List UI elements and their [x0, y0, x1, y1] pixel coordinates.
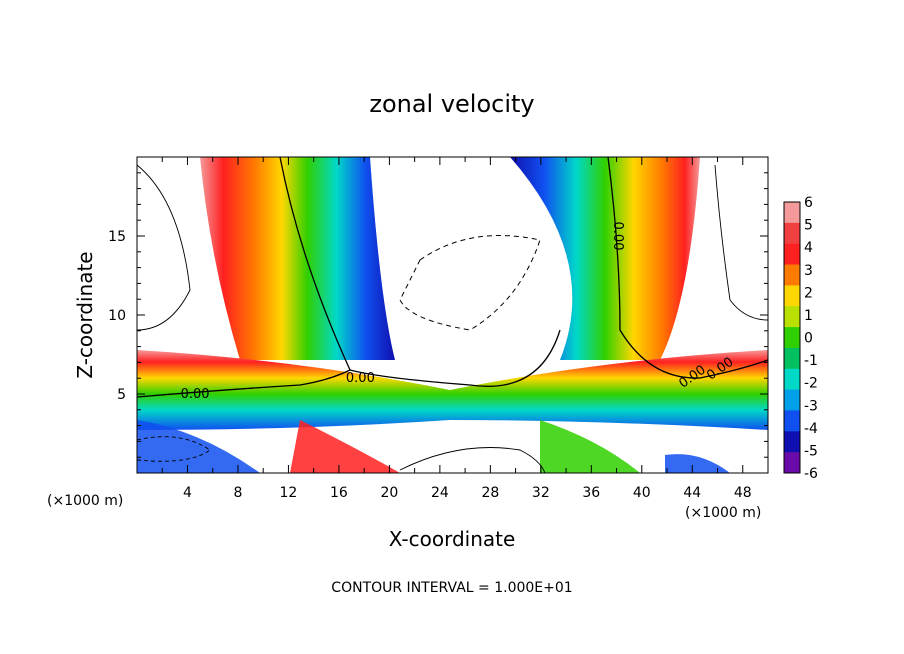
lower-right-patch	[540, 420, 640, 473]
colorbar: 6 5 4 3 2 1 0 -1 -2 -3 -4 -5 -6	[783, 195, 818, 482]
x-tick-label: 32	[532, 485, 550, 501]
contour-label: 0.00	[346, 371, 375, 386]
x-tick-label: 20	[380, 485, 398, 501]
chart-title: zonal velocity	[369, 90, 534, 118]
x-tick-label: 4	[183, 485, 192, 501]
colorbar-swatch	[784, 368, 800, 391]
colorbar-label: -6	[804, 466, 818, 482]
lower-left-patch	[137, 420, 260, 473]
x-tick-label: 24	[431, 485, 449, 501]
x-tick-label: 36	[582, 485, 600, 501]
lower-mid-patch	[290, 420, 400, 473]
zero-contour-jet	[279, 157, 351, 371]
x-tick-label: 16	[330, 485, 348, 501]
contour-interval-footer: CONTOUR INTERVAL = 1.000E+01	[331, 580, 572, 596]
contour-label: 0.00	[610, 222, 625, 251]
x-axis-label: X-coordinate	[389, 527, 516, 551]
x-unit-label-right: (×1000 m)	[685, 505, 761, 521]
colorbar-swatch	[784, 202, 800, 224]
x-axis-ticks: 4 8 12 16 20 24 28 32 36 40 44 48	[161, 157, 752, 501]
colorbar-label: 3	[804, 263, 813, 279]
colorbar-label: -2	[804, 376, 818, 392]
y-tick-label: 10	[108, 308, 126, 324]
right-jet-region	[510, 157, 700, 360]
colorbar-swatch	[784, 410, 800, 432]
colorbar-frame	[783, 201, 801, 474]
colorbar-label: -1	[804, 353, 818, 369]
colorbar-swatch	[784, 285, 800, 307]
colorbar-swatch	[784, 389, 800, 411]
colorbar-label: -3	[804, 398, 818, 414]
x-tick-label: 8	[233, 485, 242, 501]
x-tick-label: 44	[683, 485, 701, 501]
velocity-field	[137, 157, 768, 473]
horizontal-band-region	[137, 350, 768, 430]
left-jet-region	[200, 157, 395, 360]
y-tick-label: 15	[108, 229, 126, 245]
x-tick-label: 28	[481, 485, 499, 501]
colorbar-swatch	[784, 306, 800, 328]
colorbar-swatch	[784, 347, 800, 370]
x-tick-label: 48	[734, 485, 752, 501]
thin-contour-left	[137, 164, 191, 331]
colorbar-label: 6	[804, 195, 813, 211]
colorbar-swatch	[784, 452, 800, 474]
colorbar-swatch	[784, 264, 800, 286]
x-unit-label-left: (×1000 m)	[47, 493, 123, 509]
dashed-contour	[399, 235, 541, 331]
thin-contour-right	[714, 164, 768, 321]
thin-contour-lower-mid	[399, 447, 546, 473]
lower-right-blue-patch	[665, 454, 730, 473]
contour-label: 0.00	[181, 387, 210, 402]
x-tick-label: 12	[280, 485, 298, 501]
zero-contour-left	[137, 329, 561, 398]
colorbar-label: -4	[804, 421, 818, 437]
colorbar-label: 0	[804, 331, 813, 347]
y-tick-label: 5	[117, 387, 126, 403]
colorbar-swatch	[784, 431, 800, 453]
dashed-contour-lower-left	[137, 436, 211, 462]
y-axis-label: Z-coordinate	[73, 251, 97, 378]
colorbar-label: 1	[804, 308, 813, 324]
y-axis-ticks: 5 10 15	[108, 172, 768, 458]
colorbar-swatch	[784, 327, 800, 349]
colorbar-label: 2	[804, 285, 813, 301]
colorbar-label: 4	[804, 240, 813, 256]
colorbar-label: 5	[804, 218, 813, 234]
zero-contour-right	[607, 157, 768, 379]
x-tick-label: 40	[633, 485, 651, 501]
colorbar-label: -5	[804, 443, 818, 459]
colorbar-swatch	[784, 222, 800, 245]
colorbar-swatch	[784, 243, 800, 266]
